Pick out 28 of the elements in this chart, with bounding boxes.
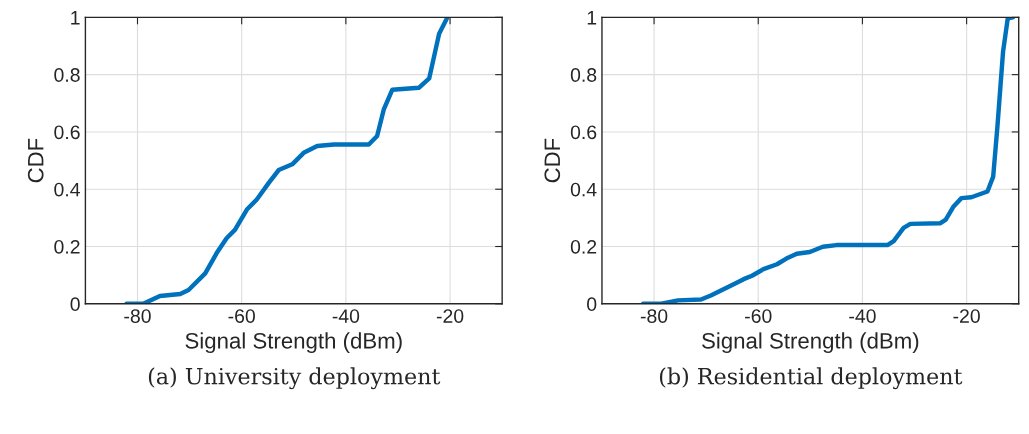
text: (b) Residential deployment	[659, 367, 963, 390]
x-tick-label: -40	[332, 309, 360, 323]
y-tick-label: 1	[71, 11, 80, 25]
line-series	[124, 17, 450, 304]
text: (a) University deployment	[148, 367, 441, 390]
x-axis-title: Signal Strength (dBm)	[185, 332, 402, 354]
y-tick-label: 0.4	[570, 182, 597, 197]
y-axis-title: CDF	[27, 138, 44, 183]
line-series	[640, 17, 1016, 304]
y-tick-label: 0.2	[54, 239, 80, 254]
y-tick-label: 0.4	[54, 182, 80, 197]
y-tick-label: 0	[70, 297, 80, 312]
x-axis-title: Signal Strength (dBm)	[702, 332, 919, 354]
y-axis-title: CDF	[544, 138, 561, 183]
x-tick-label: -80	[124, 309, 151, 323]
x-tick-label: -80	[640, 309, 668, 323]
y-tick-label: 0.8	[54, 68, 80, 82]
y-tick-label: 0.6	[570, 125, 597, 140]
y-tick-label: 0.6	[54, 125, 80, 140]
y-tick-label: 0	[587, 297, 597, 312]
y-tick-label: 1	[587, 11, 597, 25]
x-tick-label: -60	[745, 309, 772, 323]
x-tick-label: -60	[228, 309, 255, 323]
x-tick-label: -20	[953, 309, 980, 323]
y-tick-label: 0.8	[570, 68, 597, 82]
y-tick-label: 0.2	[570, 239, 597, 254]
x-tick-label: -20	[436, 309, 464, 323]
x-tick-label: -40	[849, 309, 876, 323]
